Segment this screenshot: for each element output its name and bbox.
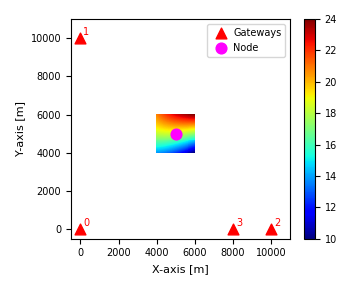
- Text: 3: 3: [236, 218, 242, 228]
- Text: 1: 1: [83, 27, 89, 37]
- Gateways: [230, 227, 236, 231]
- Node: [173, 131, 179, 136]
- Gateways: [268, 227, 274, 231]
- Text: 0: 0: [83, 218, 89, 228]
- Text: 2: 2: [274, 218, 280, 228]
- Gateways: [77, 227, 83, 231]
- Gateways: [77, 36, 83, 40]
- X-axis label: X-axis [m]: X-axis [m]: [152, 264, 209, 274]
- Y-axis label: Y-axis [m]: Y-axis [m]: [15, 101, 25, 156]
- Legend: Gateways, Node: Gateways, Node: [207, 24, 285, 57]
